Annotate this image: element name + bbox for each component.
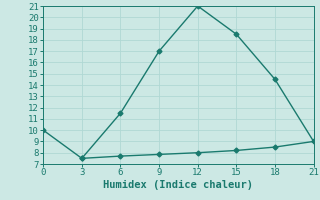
X-axis label: Humidex (Indice chaleur): Humidex (Indice chaleur)	[103, 180, 253, 190]
